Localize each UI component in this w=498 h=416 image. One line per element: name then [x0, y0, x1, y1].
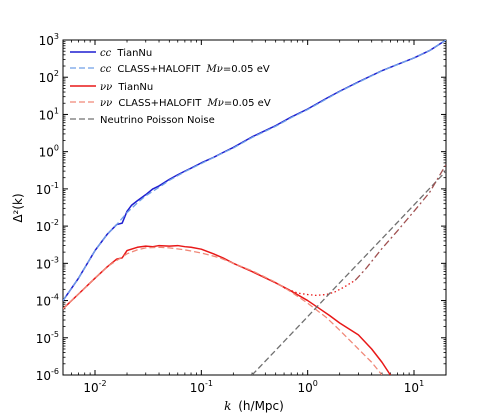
x-tick-label: 10-1: [190, 379, 213, 395]
y-tick-label: 10-3: [36, 255, 59, 271]
series-line-2: [63, 244, 392, 375]
plot-frame: [62, 39, 447, 376]
series-line-0: [63, 40, 446, 301]
legend: cc TianNu cc CLASS+HALOFIT Mν=0.05 eV νν…: [70, 48, 271, 126]
legend-entry-nunu-class: νν CLASS+HALOFIT Mν=0.05 eV: [70, 98, 271, 109]
legend-label-nunu-class: νν CLASS+HALOFIT Mν=0.05 eV: [100, 98, 271, 109]
series-line-1: [63, 40, 446, 301]
y-tick-label: 102: [39, 69, 59, 85]
series-line-3: [283, 279, 356, 296]
legend-entry-cc-class: cc CLASS+HALOFIT Mν=0.05 eV: [70, 64, 270, 75]
tick-labels: 10-2 10-1 100 101 10-6 10-5 10-4 10-3 10-2 10-1 10…: [36, 32, 424, 395]
legend-label-cc-class: cc CLASS+HALOFIT Mν=0.05 eV: [100, 64, 270, 75]
legend-entry-poisson-noise: Neutrino Poisson Noise: [70, 115, 215, 126]
legend-label-poisson-noise: Neutrino Poisson Noise: [100, 115, 215, 126]
x-axis-label: k (h/Mpc): [224, 399, 284, 413]
legend-label-nunu-tiannu: νν TianNu: [100, 82, 153, 93]
y-tick-label: 103: [39, 32, 59, 48]
x-tick-label: 101: [404, 379, 424, 395]
series-line-5: [251, 170, 446, 375]
y-tick-label: 10-4: [36, 293, 59, 309]
legend-label-cc-tiannu: cc TianNu: [100, 48, 152, 59]
y-axis-label: Δ²(k): [11, 193, 25, 222]
series-line-4: [63, 246, 383, 375]
legend-entry-cc-tiannu: cc TianNu: [70, 48, 152, 59]
y-tick-label: 10-2: [36, 218, 59, 234]
y-tick-label: 101: [39, 106, 59, 122]
plot-area: 10-2 10-1 100 101 10-6 10-5 10-4 10-3 10-2 10-1 10…: [36, 32, 447, 395]
y-tick-label: 100: [39, 144, 59, 160]
x-tick-label: 10-2: [83, 379, 106, 395]
y-tick-label: 10-5: [36, 330, 59, 346]
y-tick-label: 10-1: [36, 181, 59, 197]
series-layer: [63, 40, 446, 375]
series-line-6: [354, 164, 446, 281]
x-tick-label: 100: [297, 379, 317, 395]
legend-entry-nunu-tiannu: νν TianNu: [70, 82, 153, 93]
y-tick-label: 10-6: [36, 367, 59, 383]
minor-ticks: [62, 40, 447, 375]
